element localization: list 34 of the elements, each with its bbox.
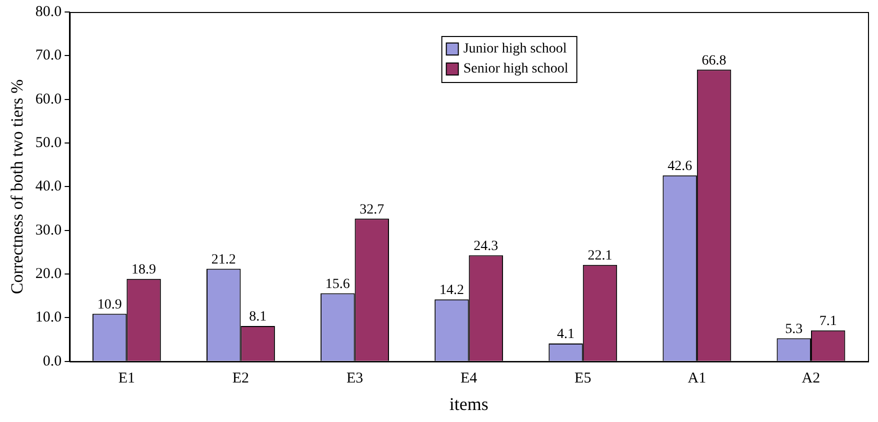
y-tick-label: 10.0 [35, 310, 62, 326]
legend-label: Junior high school [463, 42, 567, 57]
data-label: 4.1 [557, 327, 575, 342]
data-label: 21.2 [211, 252, 236, 268]
x-tick-label: A1 [688, 370, 706, 386]
y-tick-label: 30.0 [35, 222, 62, 238]
data-label: 10.9 [97, 297, 122, 312]
y-tick-label: 80.0 [35, 4, 62, 20]
y-tick-label: 70.0 [35, 48, 62, 64]
data-label: 15.6 [325, 276, 350, 292]
x-tick-label: E3 [346, 370, 364, 386]
x-tick-label: E4 [460, 370, 478, 386]
y-tick-label: 20.0 [35, 266, 62, 282]
data-label: 5.3 [785, 322, 803, 337]
data-label: 22.1 [588, 248, 612, 264]
data-label: 8.1 [249, 310, 267, 325]
data-label: 66.8 [702, 53, 726, 68]
x-tick-label: E1 [118, 370, 136, 386]
data-label: 42.6 [668, 159, 692, 174]
data-label: 18.9 [132, 262, 156, 278]
y-axis-title: Correctness of both two tiers % [8, 79, 27, 294]
data-label: 24.3 [474, 238, 498, 254]
y-tick-label: 60.0 [35, 91, 62, 108]
x-tick-label: E5 [574, 370, 592, 386]
y-tick-label: 50.0 [35, 134, 62, 151]
data-label: 7.1 [819, 314, 837, 330]
x-tick-label: E2 [232, 370, 250, 386]
y-tick-label: 40.0 [35, 178, 62, 195]
legend-label: Senior high school [463, 62, 568, 77]
data-label: 14.2 [439, 283, 464, 298]
data-label: 32.7 [360, 202, 384, 218]
x-tick-label: A2 [802, 370, 820, 386]
y-tick-label: 0.0 [42, 353, 62, 370]
x-axis-title: items [449, 394, 488, 414]
